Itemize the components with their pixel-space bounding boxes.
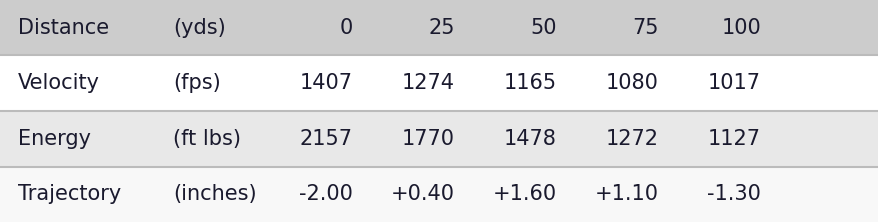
Text: Energy: Energy <box>18 129 91 149</box>
Text: 1478: 1478 <box>504 129 557 149</box>
Text: -2.00: -2.00 <box>299 184 353 204</box>
Text: 2157: 2157 <box>299 129 353 149</box>
Text: 1127: 1127 <box>707 129 760 149</box>
Text: 1407: 1407 <box>299 73 353 93</box>
Text: +1.10: +1.10 <box>594 184 658 204</box>
Text: 50: 50 <box>530 18 557 38</box>
Text: 1272: 1272 <box>605 129 658 149</box>
Text: 100: 100 <box>721 18 760 38</box>
Text: (inches): (inches) <box>173 184 256 204</box>
Text: 1165: 1165 <box>503 73 557 93</box>
Text: 25: 25 <box>428 18 455 38</box>
Text: 0: 0 <box>340 18 353 38</box>
Text: Distance: Distance <box>18 18 109 38</box>
Text: Trajectory: Trajectory <box>18 184 121 204</box>
Text: (yds): (yds) <box>173 18 226 38</box>
Text: Velocity: Velocity <box>18 73 100 93</box>
Text: 1017: 1017 <box>707 73 760 93</box>
Text: 75: 75 <box>632 18 658 38</box>
Text: +0.40: +0.40 <box>391 184 455 204</box>
Text: 1080: 1080 <box>606 73 658 93</box>
Bar <box>0 166 878 222</box>
Bar <box>0 0 878 56</box>
Bar <box>0 111 878 166</box>
Text: (ft lbs): (ft lbs) <box>173 129 241 149</box>
Text: 1274: 1274 <box>401 73 455 93</box>
Text: 1770: 1770 <box>401 129 455 149</box>
Text: (fps): (fps) <box>173 73 220 93</box>
Text: -1.30: -1.30 <box>706 184 760 204</box>
Text: +1.60: +1.60 <box>493 184 557 204</box>
Bar <box>0 56 878 111</box>
